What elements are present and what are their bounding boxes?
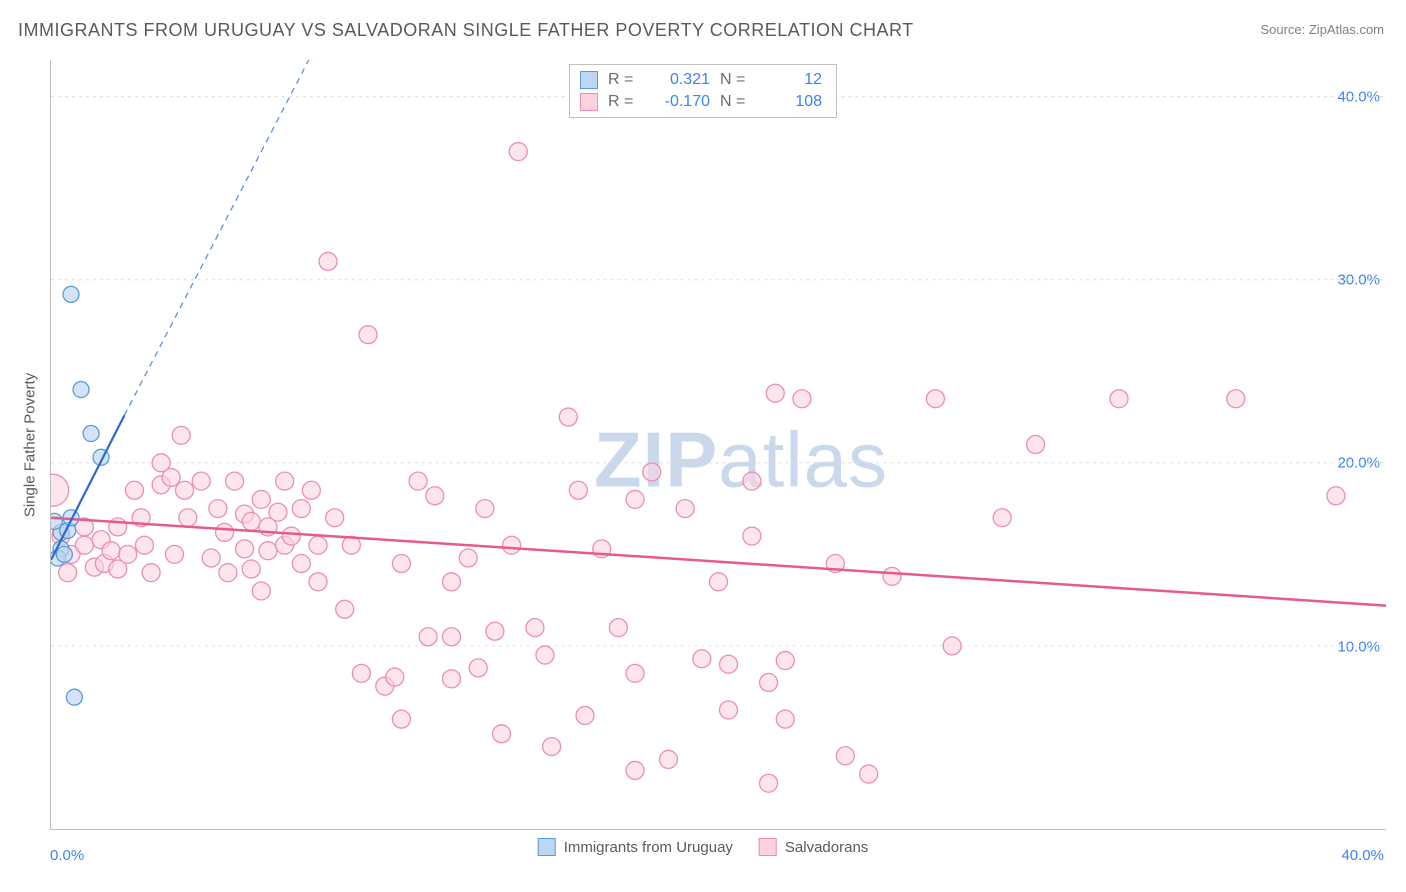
- chart-title: IMMIGRANTS FROM URUGUAY VS SALVADORAN SI…: [18, 20, 914, 41]
- legend-item: Immigrants from Uruguay: [538, 838, 733, 856]
- n-value: 12: [764, 69, 822, 91]
- y-tick-label: 30.0%: [1337, 272, 1380, 289]
- y-tick-label: 40.0%: [1337, 88, 1380, 105]
- source-label: Source: ZipAtlas.com: [1260, 22, 1384, 37]
- y-tick-label: 20.0%: [1337, 455, 1380, 472]
- r-value: 0.321: [652, 69, 710, 91]
- watermark: ZIPatlas: [594, 415, 888, 506]
- n-label: N =: [720, 91, 754, 113]
- legend-swatch: [580, 71, 598, 89]
- r-label: R =: [608, 69, 642, 91]
- x-axis-max-label: 40.0%: [1341, 847, 1384, 864]
- n-value: 108: [764, 91, 822, 113]
- legend-row: R = 0.321 N = 12: [580, 69, 822, 91]
- legend-swatch: [538, 838, 556, 856]
- legend-label: Immigrants from Uruguay: [564, 839, 733, 856]
- y-tick-label: 10.0%: [1337, 638, 1380, 655]
- y-axis-title: Single Father Poverty: [22, 373, 39, 517]
- x-axis-min-label: 0.0%: [50, 847, 84, 864]
- n-label: N =: [720, 69, 754, 91]
- plot-area: ZIPatlas 10.0% 20.0% 30.0% 40.0%: [50, 60, 1386, 830]
- correlation-legend: R = 0.321 N = 12 R = -0.170 N = 108: [569, 64, 837, 118]
- r-label: R =: [608, 91, 642, 113]
- series-legend: Immigrants from Uruguay Salvadorans: [538, 838, 869, 856]
- legend-label: Salvadorans: [785, 839, 868, 856]
- legend-row: R = -0.170 N = 108: [580, 91, 822, 113]
- r-value: -0.170: [652, 91, 710, 113]
- legend-swatch: [759, 838, 777, 856]
- chart-svg: [51, 60, 1386, 829]
- legend-item: Salvadorans: [759, 838, 868, 856]
- legend-swatch: [580, 93, 598, 111]
